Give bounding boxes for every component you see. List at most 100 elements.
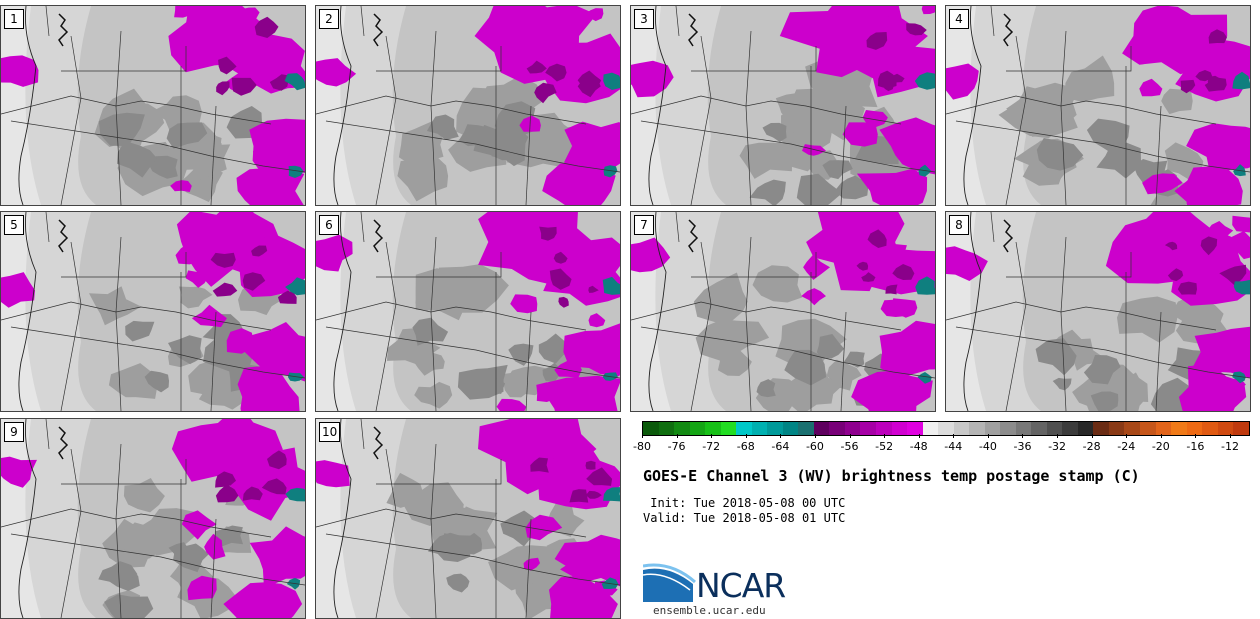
water-vapor-map xyxy=(946,6,1250,205)
colorbar-swatch xyxy=(720,422,737,435)
colorbar-swatch xyxy=(1031,422,1047,435)
colorbar-tick-label: -80 xyxy=(633,440,651,453)
map-panel-6[interactable]: 6 xyxy=(315,211,621,412)
panel-label: 8 xyxy=(949,215,969,235)
colorbar-tick-mark xyxy=(1057,434,1059,438)
panel-label: 10 xyxy=(319,422,341,442)
valid-time: Valid: Tue 2018-05-08 01 UTC xyxy=(643,511,846,525)
colorbar-tick-label: -20 xyxy=(1151,440,1170,453)
colorbar-swatch xyxy=(969,422,985,435)
colorbar-tick-mark xyxy=(1022,434,1024,438)
init-time: Init: Tue 2018-05-08 00 UTC xyxy=(643,496,846,510)
colorbar-swatch xyxy=(643,422,659,435)
colorbar-swatch xyxy=(1093,422,1109,435)
colorbar-tick-label: -60 xyxy=(805,440,824,453)
water-vapor-map xyxy=(631,6,935,205)
colorbar-swatch xyxy=(829,422,845,435)
map-panel-3[interactable]: 3 xyxy=(630,5,936,206)
colorbar-swatch xyxy=(767,422,783,435)
figure-title: GOES-E Channel 3 (WV) brightness temp po… xyxy=(643,467,1140,485)
colorbar-tick-label: -52 xyxy=(875,440,894,453)
panel-label: 7 xyxy=(634,215,654,235)
panel-label: 4 xyxy=(949,9,969,29)
map-panel-9[interactable]: 9 xyxy=(0,418,306,619)
map-panel-5[interactable]: 5 xyxy=(0,211,306,412)
water-vapor-map xyxy=(316,419,620,618)
colorbar-swatch xyxy=(1202,422,1218,435)
colorbar-tick-mark xyxy=(745,434,747,438)
colorbar-tick-mark xyxy=(1126,434,1128,438)
colorbar-swatch xyxy=(705,422,721,435)
map-panel-8[interactable]: 8 xyxy=(945,211,1251,412)
colorbar-tick-label: -56 xyxy=(840,440,859,453)
colorbar-swatch xyxy=(689,422,706,435)
colorbar-tick-label: -44 xyxy=(944,440,963,453)
colorbar-tick-mark xyxy=(1160,434,1162,438)
colorbar-tick-mark xyxy=(884,434,886,438)
colorbar-swatch xyxy=(1233,422,1249,435)
ncar-logo-icon xyxy=(643,563,696,602)
map-panel-7[interactable]: 7 xyxy=(630,211,936,412)
colorbar-tick-label: -36 xyxy=(1013,440,1032,453)
panel-label: 6 xyxy=(319,215,339,235)
colorbar-tick-mark xyxy=(711,434,713,438)
colorbar-swatch xyxy=(782,422,799,435)
colorbar-swatch xyxy=(938,422,954,435)
colorbar-swatch xyxy=(1015,422,1032,435)
map-panel-2[interactable]: 2 xyxy=(315,5,621,206)
colorbar-tick-mark xyxy=(1091,434,1093,438)
colorbar-tick-label: -12 xyxy=(1221,440,1239,453)
colorbar-swatch xyxy=(922,422,939,435)
colorbar-tick-mark xyxy=(1230,434,1231,438)
panel-label: 9 xyxy=(4,422,24,442)
colorbar-swatch xyxy=(1186,422,1203,435)
site-url: ensemble.ucar.edu xyxy=(653,604,766,617)
colorbar-swatch xyxy=(907,422,923,435)
map-panel-10[interactable]: 10 xyxy=(315,418,621,619)
colorbar-tick-mark xyxy=(1195,434,1197,438)
colorbar-swatch xyxy=(953,422,970,435)
panel-label: 1 xyxy=(4,9,24,29)
colorbar-swatch xyxy=(1155,422,1172,435)
colorbar-swatch xyxy=(798,422,814,435)
ncar-logo-text: NCAR xyxy=(696,566,786,605)
colorbar-swatch xyxy=(736,422,752,435)
colorbar-tick-mark xyxy=(849,434,851,438)
colorbar-tick-mark xyxy=(918,434,920,438)
water-vapor-map xyxy=(631,212,935,411)
panel-label: 2 xyxy=(319,9,339,29)
water-vapor-map xyxy=(1,6,305,205)
colorbar-swatch xyxy=(844,422,861,435)
colorbar-tick-label: -68 xyxy=(736,440,755,453)
panel-label: 5 xyxy=(4,215,24,235)
colorbar-swatch xyxy=(658,422,675,435)
colorbar-swatch xyxy=(1124,422,1140,435)
colorbar-swatch xyxy=(674,422,690,435)
panel-label: 3 xyxy=(634,9,654,29)
colorbar-swatch xyxy=(891,422,908,435)
colorbar-tick-mark xyxy=(780,434,782,438)
colorbar-swatch xyxy=(1062,422,1078,435)
colorbar-swatch xyxy=(1108,422,1125,435)
colorbar-swatch xyxy=(984,422,1001,435)
colorbar-tick-mark xyxy=(642,434,643,438)
water-vapor-map xyxy=(1,212,305,411)
colorbar-swatch xyxy=(875,422,892,435)
colorbar-swatch xyxy=(1217,422,1234,435)
colorbar xyxy=(642,421,1250,436)
map-panel-4[interactable]: 4 xyxy=(945,5,1251,206)
colorbar-swatch xyxy=(1140,422,1156,435)
water-vapor-map xyxy=(316,212,620,411)
colorbar-swatch xyxy=(860,422,876,435)
colorbar-swatch xyxy=(1000,422,1016,435)
colorbar-swatch xyxy=(1171,422,1187,435)
colorbar-tick-mark xyxy=(987,434,989,438)
colorbar-tick-label: -72 xyxy=(702,440,721,453)
colorbar-tick-label: -16 xyxy=(1186,440,1205,453)
colorbar-tick-mark xyxy=(676,434,678,438)
colorbar-tick-mark xyxy=(814,434,816,438)
map-panel-1[interactable]: 1 xyxy=(0,5,306,206)
colorbar-tick-label: -32 xyxy=(1048,440,1067,453)
colorbar-tick-label: -76 xyxy=(667,440,686,453)
water-vapor-map xyxy=(316,6,620,205)
